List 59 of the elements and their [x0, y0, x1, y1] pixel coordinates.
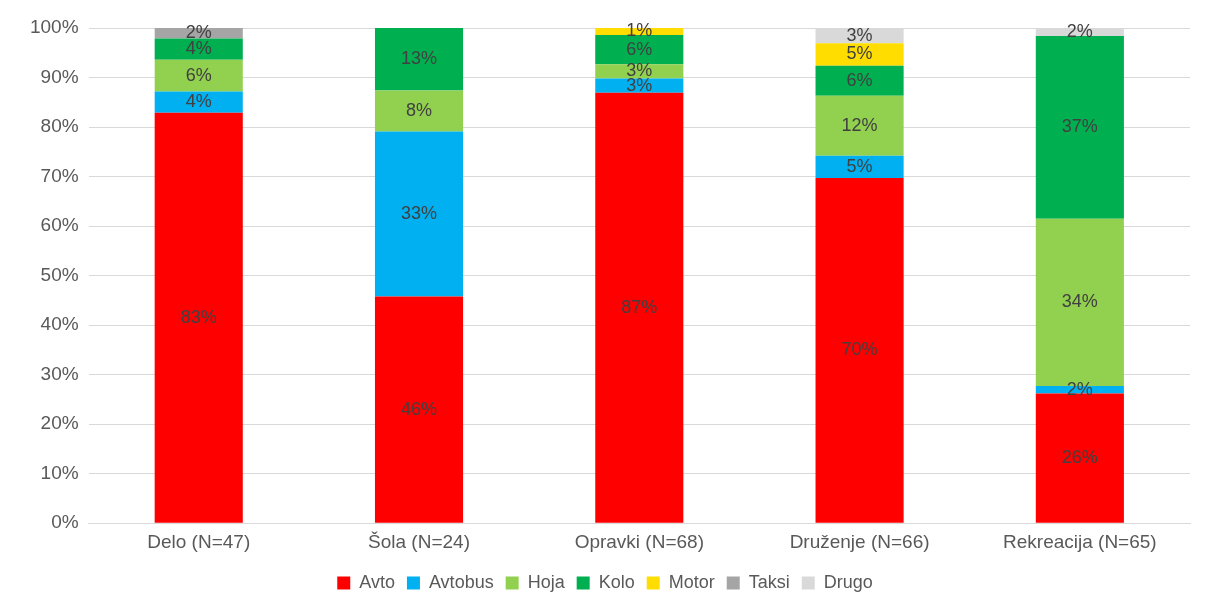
bar [815, 178, 904, 523]
data-label: 4% [185, 38, 212, 59]
data-label: 8% [406, 99, 433, 120]
bar [1035, 35, 1124, 219]
data-label: 13% [401, 48, 438, 69]
data-label: 4% [185, 91, 212, 111]
legend-label: Hoja [527, 571, 566, 592]
x-tick-label: Rekreacija (N=65) [1003, 530, 1157, 552]
y-tick-label: 10% [40, 461, 79, 483]
y-tick-label: 90% [40, 65, 79, 87]
data-label: 12% [841, 114, 878, 135]
data-label: 5% [846, 43, 873, 64]
data-label: 70% [841, 339, 878, 360]
bar [815, 95, 904, 156]
bar [815, 65, 904, 96]
legend-label: Motor [668, 571, 715, 592]
legend-label: Taksi [748, 571, 790, 592]
y-tick-label: 50% [40, 263, 79, 285]
x-tick-label: Druženje (N=66) [789, 530, 930, 552]
data-label: 87% [621, 296, 658, 317]
data-label: 2% [1066, 20, 1093, 41]
bar [154, 38, 243, 60]
data-label: 46% [401, 398, 438, 419]
y-tick-label: 80% [40, 115, 79, 137]
data-label: 33% [401, 202, 438, 223]
data-label: 83% [180, 306, 217, 327]
legend-label: Drugo [823, 571, 873, 592]
data-label: 6% [846, 69, 873, 90]
legend-label: Avto [359, 571, 395, 592]
bar [815, 43, 904, 66]
y-tick-label: 60% [40, 214, 79, 236]
y-tick-label: 30% [40, 362, 79, 384]
bar [154, 112, 243, 523]
x-tick-label: Šola (N=24) [368, 530, 470, 552]
data-label: 37% [1061, 116, 1098, 137]
data-label: 34% [1061, 291, 1098, 312]
bar [595, 34, 684, 65]
bar [154, 91, 243, 113]
bar [374, 131, 464, 297]
legend-label: Kolo [598, 571, 635, 592]
y-tick-label: 100% [29, 16, 79, 38]
y-tick-label: 70% [40, 164, 79, 186]
y-tick-label: 20% [40, 412, 79, 434]
bar [374, 28, 464, 91]
data-label: 6% [626, 38, 653, 59]
y-tick-label: 0% [51, 511, 79, 533]
bar [154, 59, 243, 92]
bar [374, 90, 464, 132]
x-tick-label: Delo (N=47) [147, 530, 251, 552]
data-label: 3% [846, 24, 873, 45]
bar [1035, 393, 1124, 523]
legend-label: Avtobus [428, 571, 494, 592]
data-label: 26% [1061, 447, 1098, 468]
data-label: 5% [846, 155, 873, 176]
bar [374, 296, 464, 523]
x-tick-label: Opravki (N=68) [574, 530, 704, 552]
y-tick-label: 40% [40, 313, 79, 335]
bar [595, 92, 684, 523]
data-label: 6% [185, 64, 212, 85]
